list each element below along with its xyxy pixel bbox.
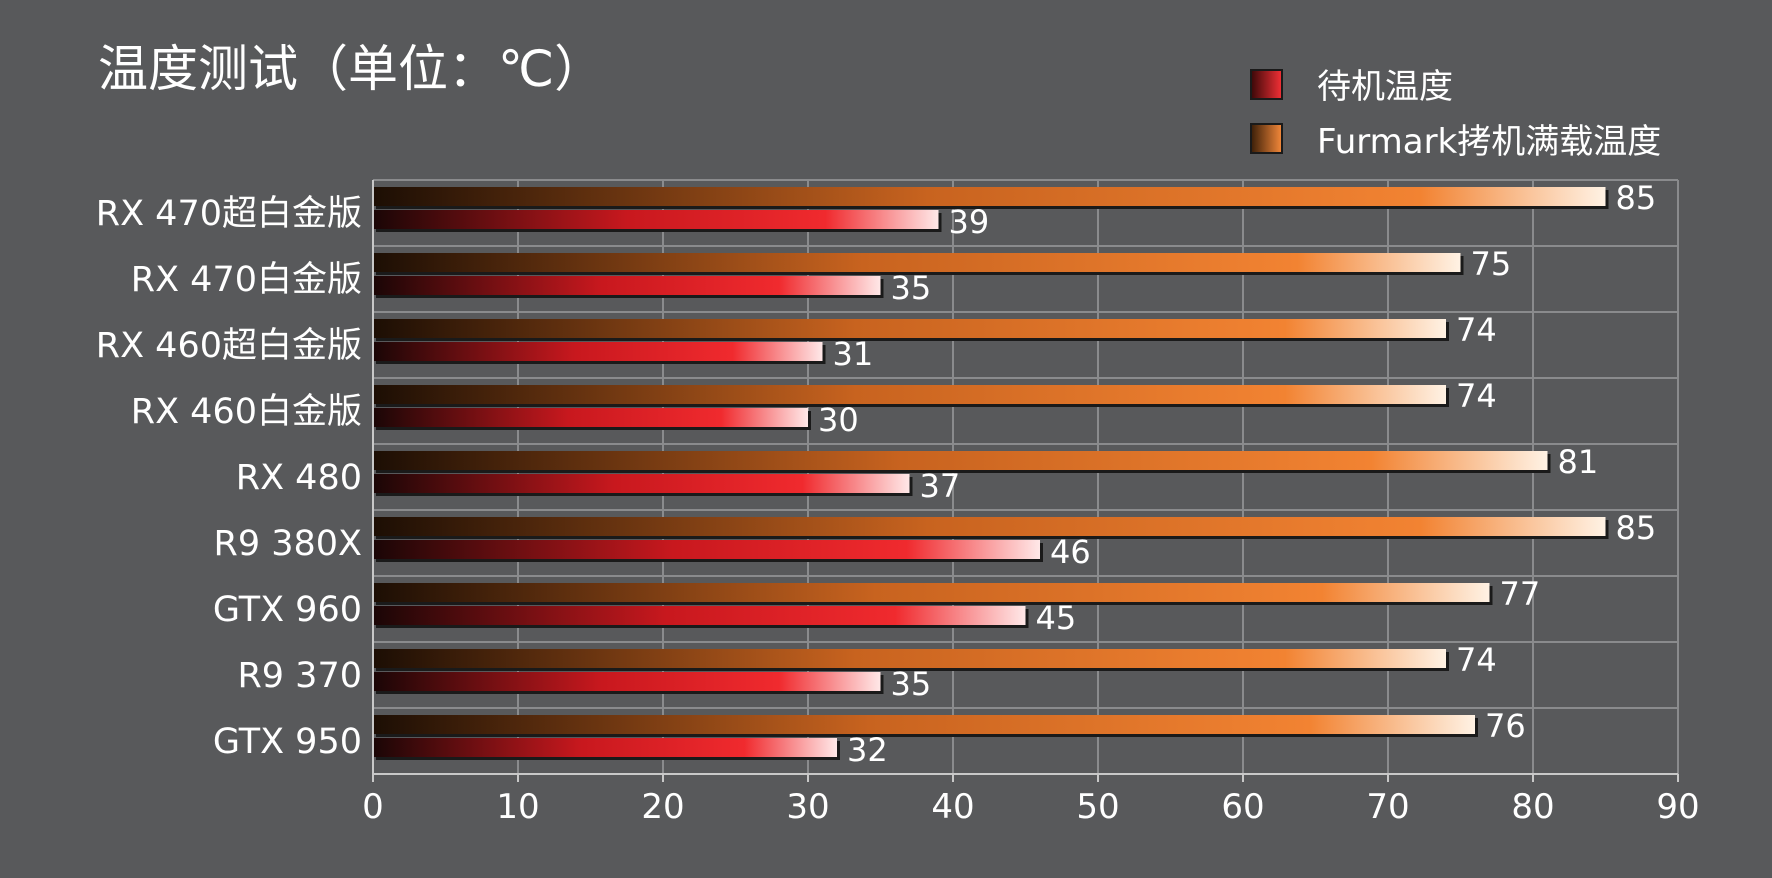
category-label: RX 460超白金版	[96, 326, 362, 366]
x-tick-label: 90	[1656, 787, 1699, 827]
data-label-load: 85	[1616, 179, 1657, 217]
data-label-load: 74	[1456, 641, 1497, 679]
data-label-standby: 45	[1036, 599, 1077, 637]
bar-standby	[373, 540, 1040, 559]
category-label: R9 370	[237, 656, 362, 696]
bar-load	[373, 385, 1446, 404]
legend-label-load: Furmark拷机满载温度	[1317, 122, 1661, 162]
axes: RX 470超白金版 RX 470白金版 RX 460超白金版 RX 460白金版 RX…	[96, 180, 1700, 827]
data-label-standby: 35	[891, 665, 932, 703]
x-tick-label: 10	[496, 787, 539, 827]
category-label: RX 470白金版	[131, 260, 362, 300]
bar-load	[373, 319, 1446, 338]
x-tick-label: 60	[1221, 787, 1264, 827]
x-tick-label: 30	[786, 787, 829, 827]
category-label: RX 470超白金版	[96, 194, 362, 234]
x-tick-label: 50	[1076, 787, 1119, 827]
bars: 85 39 75 35 74 31 74 30 81 37 85 46 77 45 74 35 76 32	[373, 179, 1656, 769]
data-label-load: 81	[1558, 443, 1599, 481]
data-label-standby: 46	[1050, 533, 1091, 571]
data-label-load: 74	[1456, 311, 1497, 349]
x-tick-label: 70	[1366, 787, 1409, 827]
bar-load	[373, 187, 1606, 206]
category-label: GTX 960	[213, 590, 362, 630]
chart-title: 温度测试（单位：℃）	[98, 40, 604, 98]
bar-standby	[373, 474, 910, 493]
category-label: GTX 950	[213, 722, 362, 762]
bar-standby	[373, 606, 1026, 625]
data-label-load: 77	[1500, 575, 1541, 613]
bar-standby	[373, 408, 808, 427]
data-label-load: 85	[1616, 509, 1657, 547]
bar-load	[373, 715, 1475, 734]
legend: 待机温度 Furmark拷机满载温度	[1250, 67, 1661, 162]
bar-load	[373, 649, 1446, 668]
x-tick-label: 20	[641, 787, 684, 827]
data-label-standby: 37	[920, 467, 961, 505]
gridlines	[373, 179, 1679, 775]
data-label-load: 74	[1456, 377, 1497, 415]
legend-swatch-standby	[1250, 69, 1283, 100]
data-label-standby: 39	[949, 203, 990, 241]
legend-swatch-load	[1250, 123, 1283, 154]
data-label-standby: 35	[891, 269, 932, 307]
bar-standby	[373, 342, 823, 361]
x-tick-label: 0	[362, 787, 384, 827]
category-label: RX 480	[236, 458, 362, 498]
x-tick-label: 80	[1511, 787, 1554, 827]
data-label-standby: 31	[833, 335, 874, 373]
bar-load	[373, 517, 1606, 536]
x-tick-label: 40	[931, 787, 974, 827]
bar-standby	[373, 276, 881, 295]
data-label-load: 75	[1471, 245, 1512, 283]
legend-label-standby: 待机温度	[1317, 67, 1453, 107]
data-label-standby: 32	[847, 731, 888, 769]
category-label: RX 460白金版	[131, 392, 362, 432]
bar-load	[373, 253, 1461, 272]
bar-standby	[373, 672, 881, 691]
category-label: R9 380X	[214, 524, 363, 564]
bar-standby	[373, 738, 837, 757]
bar-load	[373, 451, 1548, 470]
data-label-load: 76	[1485, 707, 1526, 745]
data-label-standby: 30	[818, 401, 859, 439]
bar-standby	[373, 210, 939, 229]
bar-load	[373, 583, 1490, 602]
